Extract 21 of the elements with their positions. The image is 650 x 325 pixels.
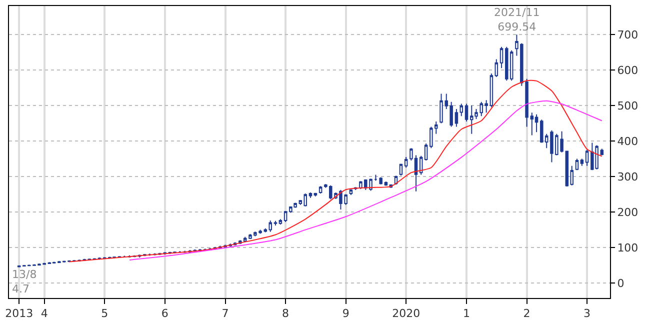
annotation: 2021/11 699.54 bbox=[494, 6, 540, 34]
x-tick-label: 9 bbox=[342, 307, 350, 320]
y-tick-label: 400 bbox=[617, 134, 638, 148]
y-tick-label: 200 bbox=[617, 206, 638, 219]
x-tick-label: 2 bbox=[523, 307, 530, 320]
y-tick-label: 500 bbox=[617, 99, 638, 112]
y-tick-label: 300 bbox=[617, 170, 638, 184]
y-tick-label: 0 bbox=[617, 276, 624, 290]
x-tick-label: 7 bbox=[222, 307, 229, 320]
x-tick-label: 2013 bbox=[5, 307, 34, 320]
x-tick-label: 1 bbox=[463, 307, 470, 320]
y-tick-label: 700 bbox=[617, 28, 638, 42]
x-tick-label: 2020 bbox=[392, 307, 420, 320]
x-tick-label: 5 bbox=[101, 307, 108, 320]
y-tick-label: 600 bbox=[617, 64, 638, 77]
x-tick-label: 4 bbox=[40, 307, 48, 320]
x-tick-label: 3 bbox=[584, 307, 591, 320]
x-tick-label: 6 bbox=[161, 307, 168, 320]
annotation: 13/8 4.7 bbox=[12, 268, 37, 296]
x-tick-label: 8 bbox=[282, 307, 290, 320]
y-tick-label: 100 bbox=[617, 241, 638, 254]
